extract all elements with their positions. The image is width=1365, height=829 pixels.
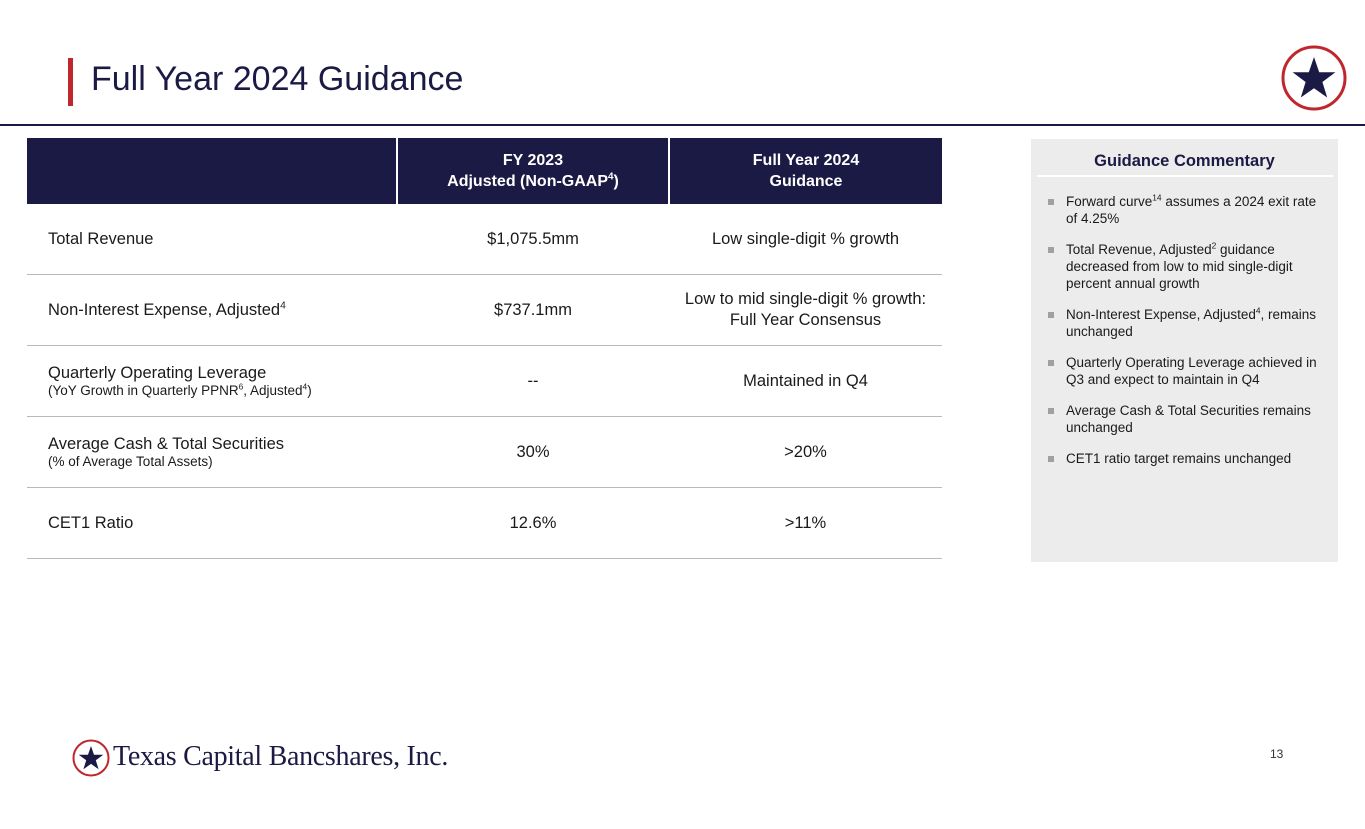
row-sublabel: (% of Average Total Assets) [48, 453, 213, 469]
header-cell-guidance: Full Year 2024 Guidance [668, 138, 942, 204]
commentary-title: Guidance Commentary [1094, 152, 1275, 170]
star-badge-icon [1281, 45, 1347, 111]
bullet-square-icon [1048, 360, 1054, 366]
row-guidance-value: >20% [669, 416, 942, 488]
table-row: Quarterly Operating Leverage (YoY Growth… [27, 345, 942, 417]
table-row: Total Revenue $1,075.5mm Low single-digi… [27, 204, 942, 275]
commentary-item: Total Revenue, Adjusted2 guidance decrea… [1045, 241, 1330, 292]
title-accent-bar [68, 58, 73, 106]
bullet-square-icon [1048, 199, 1054, 205]
commentary-item: CET1 ratio target remains unchanged [1045, 450, 1330, 467]
commentary-panel: Guidance Commentary Forward curve14 assu… [1031, 139, 1338, 562]
bullet-square-icon [1048, 312, 1054, 318]
page-title: Full Year 2024 Guidance [91, 60, 464, 98]
row-label: Non-Interest Expense, Adjusted4 [27, 274, 397, 346]
row-fy2023-value: 30% [397, 416, 669, 488]
row-fy2023-value: 12.6% [397, 487, 669, 559]
company-name: Texas Capital Bancshares, Inc. [113, 741, 449, 772]
footer-star-logo-icon [72, 739, 110, 777]
commentary-item: Quarterly Operating Leverage achieved in… [1045, 354, 1330, 388]
commentary-item: Forward curve14 assumes a 2024 exit rate… [1045, 193, 1330, 227]
commentary-list: Forward curve14 assumes a 2024 exit rate… [1045, 193, 1330, 481]
guidance-table: FY 2023 Adjusted (Non-GAAP4) Full Year 2… [27, 138, 942, 559]
row-label: Total Revenue [27, 204, 397, 275]
row-guidance-value: >11% [669, 487, 942, 559]
row-sublabel: (YoY Growth in Quarterly PPNR6, Adjusted… [48, 381, 312, 398]
row-fy2023-value: -- [397, 345, 669, 417]
commentary-item: Non-Interest Expense, Adjusted4, remains… [1045, 306, 1330, 340]
row-label: Quarterly Operating Leverage (YoY Growth… [27, 345, 397, 417]
commentary-divider [1037, 175, 1333, 177]
row-fy2023-value: $1,075.5mm [397, 204, 669, 275]
bullet-square-icon [1048, 456, 1054, 462]
table-row: Non-Interest Expense, Adjusted4 $737.1mm… [27, 274, 942, 346]
row-fy2023-value: $737.1mm [397, 274, 669, 346]
row-guidance-value: Maintained in Q4 [669, 345, 942, 417]
bullet-square-icon [1048, 408, 1054, 414]
commentary-item: Average Cash & Total Securities remains … [1045, 402, 1330, 436]
table-row: Average Cash & Total Securities (% of Av… [27, 416, 942, 488]
header-cell-metric [27, 138, 397, 204]
table-header-row: FY 2023 Adjusted (Non-GAAP4) Full Year 2… [27, 138, 942, 204]
bullet-square-icon [1048, 247, 1054, 253]
header-cell-fy2023: FY 2023 Adjusted (Non-GAAP4) [396, 138, 669, 204]
row-guidance-value: Low to mid single-digit % growth: Full Ye… [669, 274, 942, 346]
row-guidance-value: Low single-digit % growth [669, 204, 942, 275]
page-number: 13 [1270, 747, 1284, 761]
row-label: Average Cash & Total Securities (% of Av… [27, 416, 397, 488]
header-divider [0, 124, 1365, 126]
table-row: CET1 Ratio 12.6% >11% [27, 487, 942, 559]
row-label: CET1 Ratio [27, 487, 397, 559]
